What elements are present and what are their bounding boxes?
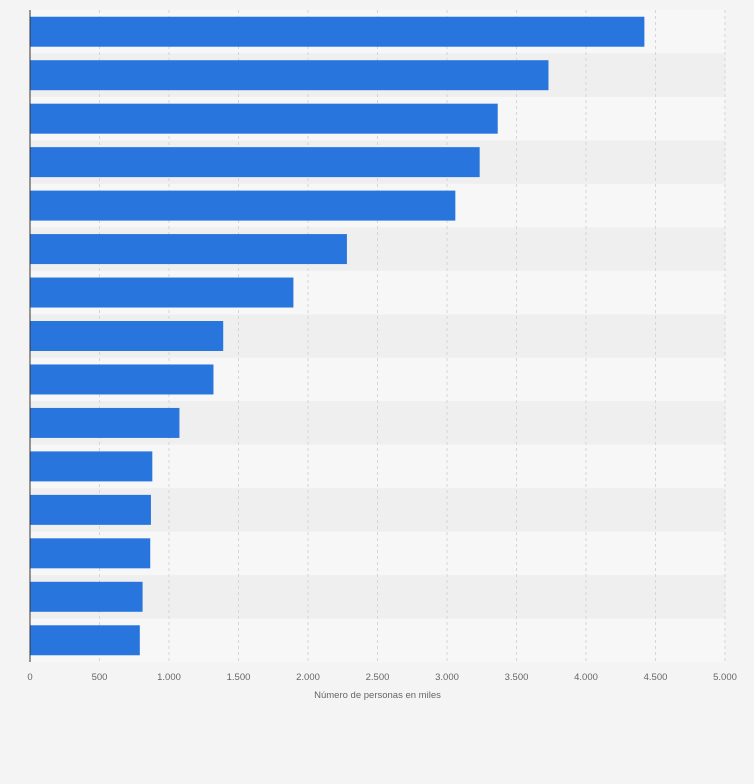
bar bbox=[30, 60, 549, 91]
bar bbox=[30, 538, 151, 569]
bar bbox=[30, 321, 224, 351]
x-tick-label: 3.500 bbox=[505, 672, 529, 683]
x-tick-label: 4.000 bbox=[574, 672, 598, 683]
x-tick-label: 1.500 bbox=[227, 672, 251, 683]
bar bbox=[30, 494, 151, 525]
bar bbox=[30, 190, 456, 221]
bar bbox=[30, 407, 180, 438]
x-tick-label: 2.500 bbox=[366, 672, 390, 683]
x-tick-label: 5.000 bbox=[713, 672, 737, 683]
x-axis-ticks: 0 500 1.000 1.500 2.000 2.500 3.000 3.500 4.000 4… bbox=[27, 672, 737, 683]
x-tick-label: 500 bbox=[92, 672, 108, 683]
bar bbox=[30, 234, 347, 265]
x-tick-label: 3.000 bbox=[435, 672, 459, 683]
bar bbox=[30, 16, 645, 47]
bar bbox=[30, 364, 214, 395]
bar bbox=[30, 625, 140, 656]
x-tick-label: 0 bbox=[27, 672, 32, 683]
bar bbox=[30, 581, 143, 612]
bar bbox=[30, 451, 153, 482]
x-tick-label: 1.000 bbox=[157, 672, 181, 683]
bars bbox=[30, 16, 645, 656]
x-tick-label: 4.500 bbox=[644, 672, 668, 683]
bar bbox=[30, 147, 480, 178]
x-axis-label: Número de personas en miles bbox=[314, 690, 441, 701]
bar bbox=[30, 103, 498, 134]
x-tick-label: 2.000 bbox=[296, 672, 320, 683]
bar bbox=[30, 277, 294, 308]
